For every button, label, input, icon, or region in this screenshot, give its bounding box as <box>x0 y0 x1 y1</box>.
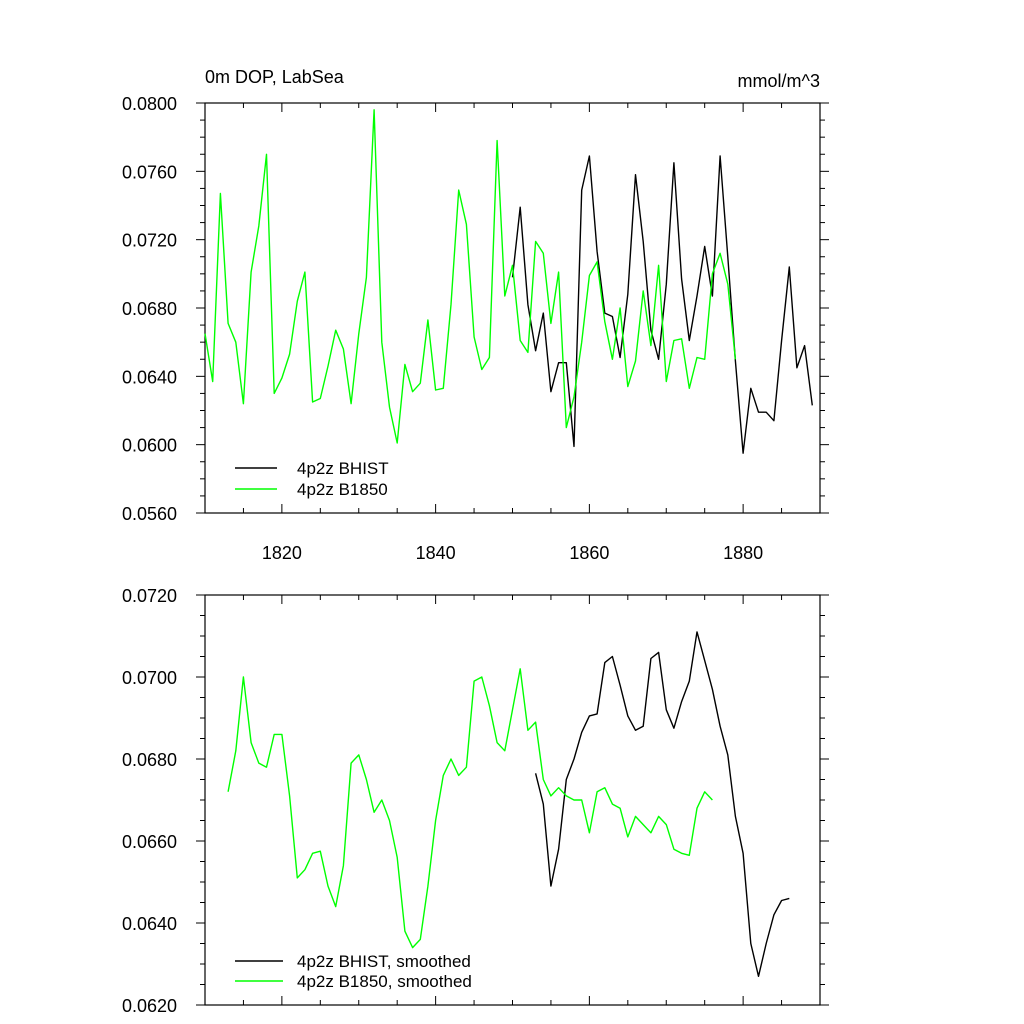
legend-label: 4p2z B1850 <box>297 480 388 499</box>
y-tick-label: 0.0560 <box>122 504 177 524</box>
top-plot-frame <box>204 102 821 514</box>
top-legend: 4p2z BHIST 4p2z B1850 <box>235 459 389 499</box>
y-tick-label: 0.0640 <box>122 367 177 387</box>
x-tick-label: 1880 <box>723 543 763 563</box>
series-line-4p2z-b1850 <box>204 109 737 444</box>
series-line-4p2z-bhist-smoothed <box>534 631 790 977</box>
x-tick-label: 1840 <box>416 543 456 563</box>
y-tick-label: 0.0720 <box>122 231 177 251</box>
y-tick-label: 0.0760 <box>122 162 177 182</box>
top-data-lines <box>204 109 813 454</box>
y-tick-label: 0.0700 <box>122 668 177 688</box>
bottom-data-lines <box>227 631 790 977</box>
top-chart-panel: 0m DOP, LabSea mmol/m^3 1820 1840 1860 1880… <box>122 67 829 563</box>
y-tick-label: 0.0640 <box>122 914 177 934</box>
bottom-axis-ticks: 0.0620 0.0640 0.0660 0.0680 0.0700 0.0720 <box>122 586 829 1016</box>
bottom-plot-frame <box>204 594 821 1006</box>
top-chart-units: mmol/m^3 <box>738 71 820 91</box>
series-line-4p2z-bhist <box>511 155 813 454</box>
top-axis-ticks: 1820 1840 1860 1880 0.0560 0.0600 0.0640 0.0680… <box>122 94 829 563</box>
legend-label: 4p2z B1850, smoothed <box>297 972 472 991</box>
legend-label: 4p2z BHIST <box>297 459 389 478</box>
y-tick-label: 0.0620 <box>122 996 177 1016</box>
y-tick-label: 0.0680 <box>122 750 177 770</box>
x-tick-label: 1820 <box>262 543 302 563</box>
y-tick-label: 0.0600 <box>122 436 177 456</box>
series-line-4p2z-b1850-smoothed <box>227 668 713 949</box>
y-tick-label: 0.0800 <box>122 94 177 114</box>
bottom-chart-panel: 0.0620 0.0640 0.0660 0.0680 0.0700 0.0720 4p2… <box>122 586 829 1016</box>
y-tick-label: 0.0660 <box>122 832 177 852</box>
y-tick-label: 0.0720 <box>122 586 177 606</box>
y-tick-label: 0.0680 <box>122 299 177 319</box>
x-tick-label: 1860 <box>569 543 609 563</box>
top-chart-title: 0m DOP, LabSea <box>205 67 345 87</box>
legend-label: 4p2z BHIST, smoothed <box>297 952 471 971</box>
